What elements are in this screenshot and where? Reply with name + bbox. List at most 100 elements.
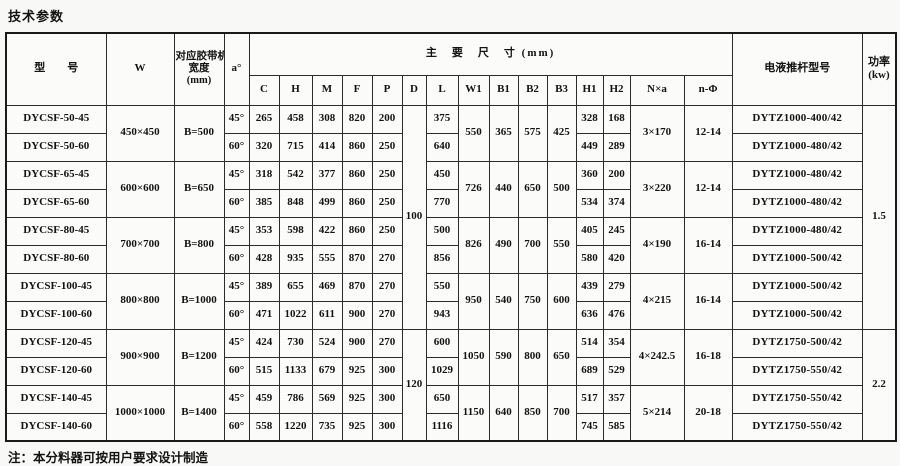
cell-h1: 636 (575, 300, 604, 330)
cell-h1: 328 (575, 104, 604, 134)
cell-c: 353 (248, 216, 280, 246)
cell-l: 500 (425, 216, 459, 246)
cell-model: DYCSF-120-60 (5, 356, 107, 386)
cell-f: 925 (341, 356, 373, 386)
cell-power: 1.5 (861, 104, 897, 330)
header-dim-p: P (371, 74, 403, 106)
cell-nphi: 20-18 (683, 384, 733, 442)
cell-h2: 200 (602, 160, 631, 190)
cell-c: 428 (248, 244, 280, 274)
cell-model: DYCSF-80-60 (5, 244, 107, 274)
header-angle: a° (223, 32, 250, 106)
cell-f: 925 (341, 412, 373, 442)
cell-angle: 45° (223, 384, 250, 414)
cell-l: 375 (425, 104, 459, 134)
cell-f: 860 (341, 160, 373, 190)
header-dim-h1: H1 (575, 74, 604, 106)
cell-angle: 45° (223, 328, 250, 358)
cell-m: 679 (311, 356, 343, 386)
cell-belt: B=650 (173, 160, 225, 218)
cell-d: 100 (401, 104, 427, 330)
cell-pusher: DYTZ1750-500/42 (731, 328, 863, 358)
table-row: DYCSF-80-45 700×700 B=800 45° 353 598 422 860 25… (5, 216, 896, 274)
cell-angle: 60° (223, 300, 250, 330)
cell-angle: 60° (223, 244, 250, 274)
cell-model: DYCSF-140-45 (5, 384, 107, 414)
table-row: DYCSF-50-45 450×450 B=500 45° 265 458 308 820 20… (5, 104, 897, 330)
cell-c: 318 (248, 160, 280, 190)
cell-b2: 800 (517, 328, 548, 386)
cell-w1: 1050 (457, 328, 490, 386)
cell-angle: 60° (223, 132, 250, 162)
spec-table: 型 号 W 对应胶带机 宽度 (mm) a° 主 要 尺 寸 (mm) 电液推杆… (5, 32, 898, 442)
cell-h: 786 (278, 384, 313, 414)
cell-c: 385 (248, 188, 280, 218)
cell-l: 640 (425, 132, 459, 162)
cell-h: 715 (278, 132, 313, 162)
cell-l: 600 (425, 328, 459, 358)
cell-b2: 750 (517, 272, 548, 330)
cell-belt: B=1400 (173, 384, 225, 442)
cell-w: 700×700 (105, 216, 175, 274)
cell-h1: 405 (575, 216, 604, 246)
cell-c: 459 (248, 384, 280, 414)
cell-w1: 550 (457, 104, 490, 162)
cell-b1: 590 (488, 328, 519, 386)
header-belt-line2: 宽度 (188, 63, 210, 75)
cell-pusher: DYTZ1000-480/42 (731, 188, 863, 218)
cell-w1: 1150 (457, 384, 490, 442)
cell-nphi: 16-14 (683, 272, 733, 330)
cell-f: 870 (341, 272, 373, 302)
cell-pusher: DYTZ1000-480/42 (731, 160, 863, 190)
cell-p: 250 (371, 160, 403, 190)
cell-w: 1000×1000 (105, 384, 175, 442)
header-dim-h2: H2 (602, 74, 631, 106)
cell-c: 424 (248, 328, 280, 358)
cell-nphi: 16-18 (683, 328, 733, 386)
cell-l: 856 (425, 244, 459, 274)
cell-nphi: 16-14 (683, 216, 733, 274)
header-pusher-model: 电液推杆型号 (731, 32, 863, 106)
cell-nxa: 4×242.5 (629, 328, 685, 386)
cell-h2: 420 (602, 244, 631, 274)
cell-b3: 425 (546, 104, 577, 162)
cell-h: 655 (278, 272, 313, 302)
header-dim-c: C (248, 74, 280, 106)
cell-c: 265 (248, 104, 280, 134)
cell-w: 800×800 (105, 272, 175, 330)
cell-w1: 826 (457, 216, 490, 274)
page-note: 注：本分料器可按用户要求设计制造 (8, 451, 209, 465)
cell-nxa: 3×220 (629, 160, 685, 218)
cell-b3: 500 (546, 160, 577, 218)
cell-m: 377 (311, 160, 343, 190)
cell-b2: 850 (517, 384, 548, 442)
cell-p: 300 (371, 384, 403, 414)
cell-p: 270 (371, 328, 403, 358)
cell-c: 389 (248, 272, 280, 302)
cell-angle: 60° (223, 412, 250, 442)
cell-h2: 168 (602, 104, 631, 134)
header-power-line2: (kw) (868, 69, 890, 82)
header-dim-f: F (341, 74, 373, 106)
cell-h1: 745 (575, 412, 604, 442)
cell-f: 900 (341, 328, 373, 358)
cell-pusher: DYTZ1000-400/42 (731, 104, 863, 134)
cell-f: 820 (341, 104, 373, 134)
cell-belt: B=800 (173, 216, 225, 274)
cell-h1: 360 (575, 160, 604, 190)
cell-h1: 449 (575, 132, 604, 162)
cell-h2: 357 (602, 384, 631, 414)
cell-p: 300 (371, 356, 403, 386)
cell-nxa: 4×190 (629, 216, 685, 274)
cell-h: 1022 (278, 300, 313, 330)
header-model: 型 号 (5, 32, 107, 106)
cell-h: 1133 (278, 356, 313, 386)
table-body: DYCSF-50-45 450×450 B=500 45° 265 458 308 820 20… (5, 104, 897, 442)
header-dim-nphi: n-Φ (683, 74, 733, 106)
cell-belt: B=500 (173, 104, 225, 162)
header-belt-line1: 对应胶带机 (175, 51, 224, 63)
cell-model: DYCSF-140-60 (5, 412, 107, 442)
cell-w: 450×450 (105, 104, 175, 162)
cell-b3: 650 (546, 328, 577, 386)
cell-h1: 439 (575, 272, 604, 302)
